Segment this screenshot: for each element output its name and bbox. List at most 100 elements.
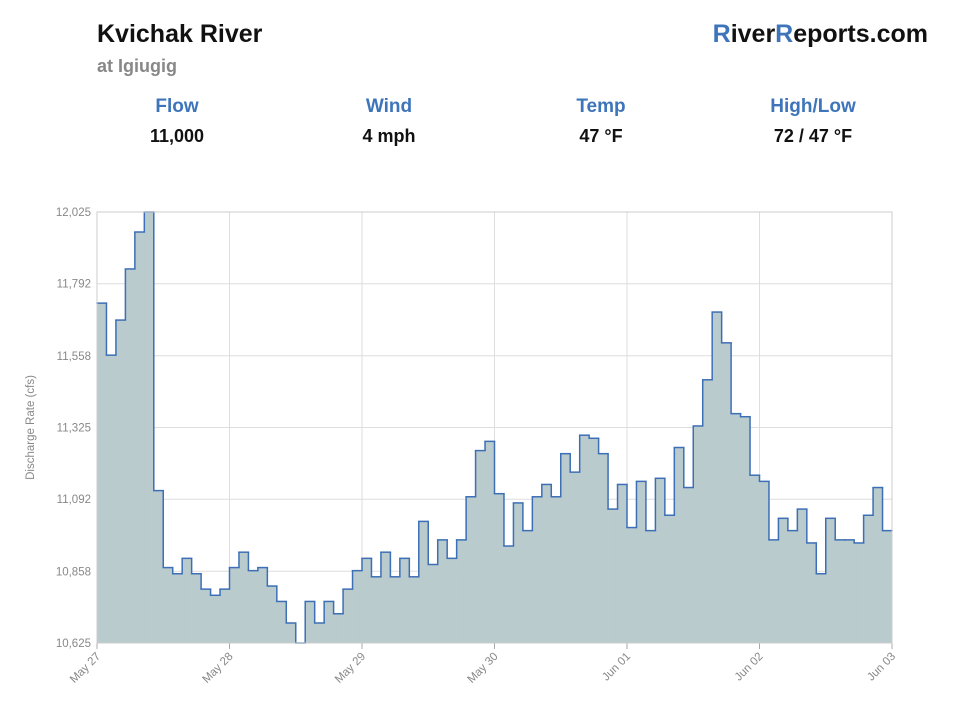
stat-value: 72 / 47 °F <box>773 126 853 146</box>
x-tick-label: May 29 <box>333 651 368 686</box>
area-step <box>220 589 230 643</box>
x-tick-label: May 27 <box>68 651 103 686</box>
area-step <box>418 521 429 643</box>
y-tick-label: 10,858 <box>56 566 91 578</box>
area-step <box>645 530 656 643</box>
area-step <box>314 622 325 643</box>
y-tick-label: 11,325 <box>57 423 91 435</box>
area-step <box>750 475 760 643</box>
area-step <box>513 502 524 643</box>
stat-value: 4 mph <box>362 126 416 146</box>
x-tick-label: May 30 <box>465 651 500 686</box>
area-step <box>806 542 817 643</box>
area-step <box>721 342 732 643</box>
area-step <box>608 509 618 643</box>
area-step <box>191 573 202 643</box>
area-step <box>399 558 410 643</box>
area-step <box>532 496 543 643</box>
area-step <box>144 212 155 643</box>
brand-part: iver <box>730 20 776 48</box>
stat-label: Flow <box>155 96 199 117</box>
y-tick-label: 12,025 <box>56 207 91 219</box>
area-step <box>437 539 448 643</box>
title: Kvichak River <box>97 20 263 48</box>
area-step <box>854 542 864 643</box>
brand-part: R <box>775 20 794 48</box>
area-step <box>276 601 287 643</box>
area-step <box>589 438 599 643</box>
area-step <box>541 484 552 643</box>
area-step <box>768 539 779 643</box>
area-step <box>787 530 798 643</box>
area-step <box>759 481 770 643</box>
area-step <box>115 320 126 643</box>
stat: Wind 4 mph <box>289 96 489 147</box>
area-step <box>380 552 391 643</box>
area-step <box>153 490 164 643</box>
area-step <box>579 435 590 643</box>
x-tick-label: Jun 02 <box>733 651 766 684</box>
area-step <box>163 567 174 643</box>
x-tick-label: Jun 03 <box>865 651 898 684</box>
stat-label: Temp <box>576 96 626 117</box>
area-step <box>134 232 145 643</box>
area-step <box>636 481 647 643</box>
area-step <box>740 416 751 643</box>
x-tick-label: May 28 <box>200 651 235 686</box>
y-tick-label: 11,092 <box>57 494 91 506</box>
subtitle: at Igiugig <box>97 56 177 76</box>
area-step <box>182 558 192 643</box>
area-step <box>172 573 183 643</box>
area-step <box>844 539 855 643</box>
area-step <box>409 576 420 643</box>
area-step <box>598 453 609 643</box>
area-step <box>447 558 457 643</box>
area-step <box>560 453 571 643</box>
area-step <box>267 586 278 643</box>
brand-part: eports.com <box>793 20 928 48</box>
stat-value: 11,000 <box>149 126 205 146</box>
y-tick-label: 11,792 <box>57 279 91 291</box>
area-step <box>362 558 372 643</box>
area-step <box>522 530 533 643</box>
area-step <box>485 441 495 643</box>
stat: Flow 11,000 <box>77 96 277 147</box>
area-step <box>825 518 836 643</box>
area-step <box>702 379 713 643</box>
area-step <box>882 530 893 643</box>
area-step <box>333 613 344 643</box>
area-step <box>305 601 315 643</box>
area-step <box>627 527 637 643</box>
plot-border <box>96 211 893 644</box>
area-step <box>778 518 789 643</box>
area-step <box>343 589 353 643</box>
x-tick-label: Jun 01 <box>600 651 633 684</box>
area-step <box>683 487 694 643</box>
area-step <box>816 573 827 643</box>
area-step <box>248 570 259 643</box>
stat: Temp 47 °F <box>501 96 701 147</box>
area-step <box>371 576 382 643</box>
area-step <box>664 515 675 643</box>
y-axis-label: Discharge Rate (cfs) <box>25 375 37 480</box>
area-step <box>390 576 401 643</box>
area-step <box>106 355 117 643</box>
area-step <box>863 515 874 643</box>
area-step <box>503 546 514 643</box>
area-step <box>797 509 808 643</box>
area-step <box>617 484 628 643</box>
area-step <box>731 413 741 643</box>
area-step <box>466 496 476 643</box>
brand[interactable]: RiverReports.com <box>713 20 928 49</box>
area-step <box>551 496 562 643</box>
area-step <box>570 472 580 643</box>
area-step <box>257 567 268 643</box>
area-step <box>712 312 722 643</box>
area-step <box>674 447 685 643</box>
area-step <box>475 450 486 643</box>
area-step <box>125 268 136 643</box>
stat: High/Low 72 / 47 °F <box>713 96 913 147</box>
area-step <box>873 487 883 643</box>
